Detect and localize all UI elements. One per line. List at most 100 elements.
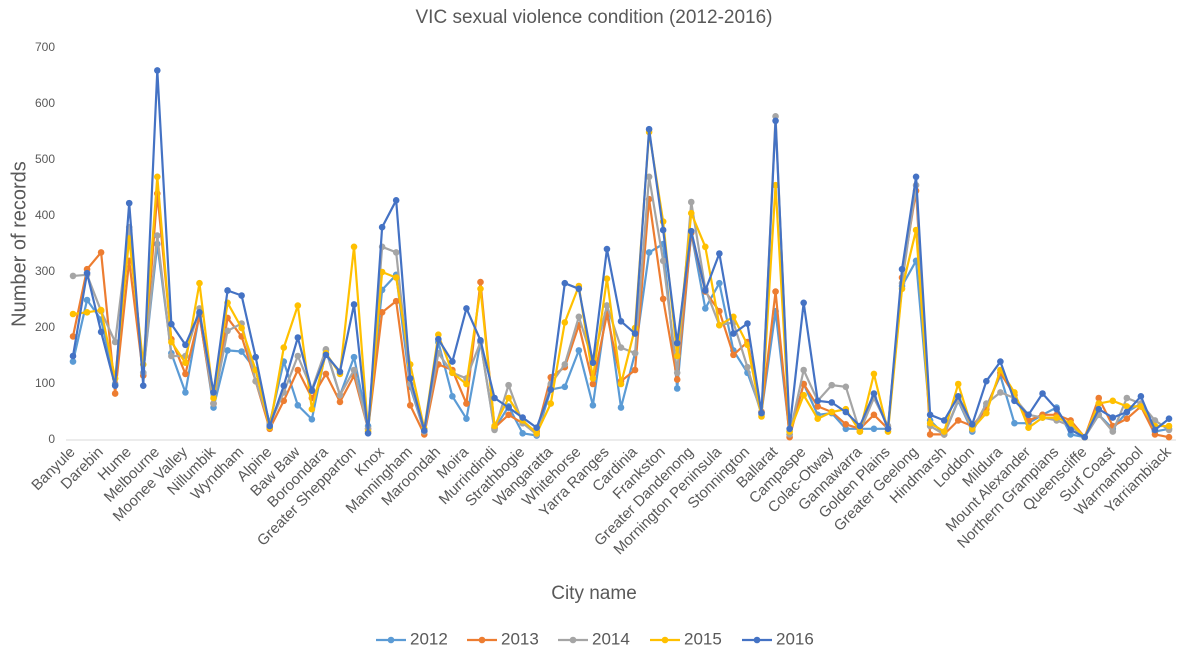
data-point xyxy=(111,390,119,397)
legend-label: 2013 xyxy=(501,629,539,648)
data-point xyxy=(69,310,77,318)
data-point xyxy=(111,338,119,346)
legend-label: 2012 xyxy=(410,629,448,648)
data-point xyxy=(378,309,386,316)
data-point xyxy=(182,359,189,367)
data-point xyxy=(547,386,555,393)
data-point xyxy=(392,197,400,204)
data-point xyxy=(1067,419,1074,427)
data-point xyxy=(1095,405,1103,413)
data-point xyxy=(1039,414,1046,421)
data-point xyxy=(336,368,344,375)
data-point xyxy=(139,382,147,389)
data-point xyxy=(1095,394,1103,402)
data-point xyxy=(280,344,288,351)
data-point xyxy=(814,403,822,410)
data-point xyxy=(1109,397,1117,405)
data-point xyxy=(350,353,358,361)
data-point xyxy=(477,278,484,286)
data-point xyxy=(463,400,470,407)
data-point xyxy=(702,287,709,294)
data-point xyxy=(716,250,723,257)
data-point xyxy=(912,226,920,234)
data-point xyxy=(1095,400,1103,407)
data-point xyxy=(940,417,948,424)
data-point xyxy=(280,397,288,405)
data-point xyxy=(196,309,203,316)
data-point xyxy=(350,301,358,308)
data-point xyxy=(350,366,358,374)
data-point xyxy=(97,328,105,336)
data-point xyxy=(154,67,161,74)
legend-marker xyxy=(753,636,761,644)
data-point xyxy=(1137,403,1145,410)
data-point xyxy=(182,341,189,349)
data-point xyxy=(1137,393,1145,400)
data-point xyxy=(336,391,344,399)
data-point xyxy=(111,382,119,389)
data-point xyxy=(842,421,850,428)
data-point xyxy=(1123,403,1131,410)
data-point xyxy=(224,327,231,335)
data-point xyxy=(505,411,512,419)
data-point xyxy=(856,422,864,430)
data-point xyxy=(1109,428,1117,435)
data-point xyxy=(364,429,372,437)
data-point xyxy=(1053,414,1060,421)
data-point xyxy=(589,359,597,367)
data-point xyxy=(83,296,91,304)
data-point xyxy=(673,352,681,360)
data-point xyxy=(772,181,779,189)
data-point xyxy=(125,199,133,207)
data-point xyxy=(589,401,597,409)
data-point xyxy=(238,348,245,355)
data-point xyxy=(870,425,878,433)
data-point xyxy=(870,411,878,419)
data-point xyxy=(1165,422,1173,430)
data-point xyxy=(1053,405,1060,413)
data-point xyxy=(940,428,948,435)
data-point xyxy=(294,302,302,309)
data-point xyxy=(1123,408,1131,416)
data-point xyxy=(519,414,526,421)
data-point xyxy=(828,399,836,406)
data-point xyxy=(69,272,77,280)
data-point xyxy=(308,415,316,423)
data-point xyxy=(814,415,822,423)
data-point xyxy=(168,338,175,346)
data-point xyxy=(266,422,274,430)
data-point xyxy=(589,375,597,382)
legend-label: 2016 xyxy=(776,629,814,648)
legend-marker xyxy=(569,636,577,644)
y-tick-label: 100 xyxy=(35,376,55,390)
data-point xyxy=(617,404,625,411)
data-point xyxy=(1165,433,1173,441)
data-point xyxy=(744,341,751,349)
data-point xyxy=(561,319,569,326)
data-point xyxy=(336,398,344,406)
data-point xyxy=(322,370,330,378)
y-tick-label: 400 xyxy=(35,208,55,222)
data-point xyxy=(210,394,217,402)
data-point xyxy=(687,227,695,235)
data-point xyxy=(702,305,709,312)
data-point xyxy=(645,125,653,133)
data-point xyxy=(617,344,625,351)
data-point xyxy=(1025,424,1032,431)
data-point xyxy=(97,249,105,256)
data-point xyxy=(983,377,990,385)
data-point xyxy=(589,380,597,388)
data-point xyxy=(350,243,358,251)
data-point xyxy=(884,425,892,433)
data-point xyxy=(968,421,976,428)
data-point xyxy=(505,394,512,402)
data-point xyxy=(603,275,611,283)
data-point xyxy=(463,415,470,423)
data-point xyxy=(926,411,934,419)
data-point xyxy=(182,370,189,378)
data-point xyxy=(659,257,667,265)
data-point xyxy=(561,361,569,368)
data-point xyxy=(420,427,428,434)
data-point xyxy=(561,383,569,391)
